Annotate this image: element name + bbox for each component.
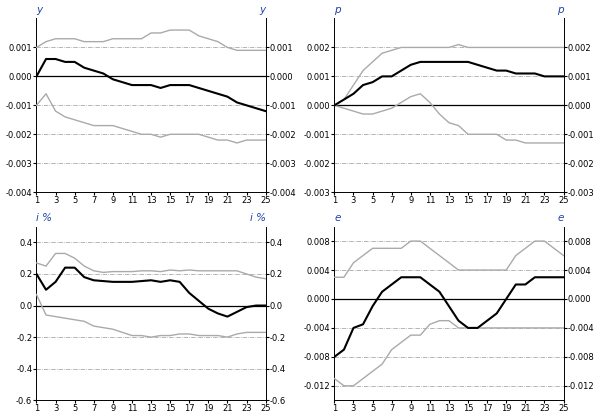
Text: e: e — [334, 213, 341, 223]
Text: i %: i % — [250, 213, 266, 223]
Text: p: p — [334, 5, 341, 15]
Text: y: y — [259, 5, 266, 15]
Text: i %: i % — [37, 213, 52, 223]
Text: e: e — [557, 213, 563, 223]
Text: p: p — [557, 5, 563, 15]
Text: y: y — [37, 5, 43, 15]
